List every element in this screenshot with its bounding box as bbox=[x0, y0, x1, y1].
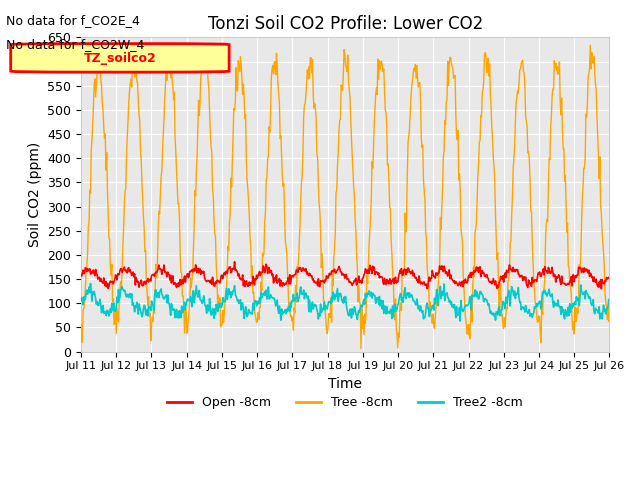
FancyBboxPatch shape bbox=[11, 44, 229, 72]
Text: No data for f_CO2W_4: No data for f_CO2W_4 bbox=[6, 38, 145, 51]
Legend: Open -8cm, Tree -8cm, Tree2 -8cm: Open -8cm, Tree -8cm, Tree2 -8cm bbox=[163, 391, 528, 414]
Text: No data for f_CO2E_4: No data for f_CO2E_4 bbox=[6, 14, 140, 27]
X-axis label: Time: Time bbox=[328, 377, 362, 391]
Text: TZ_soilco2: TZ_soilco2 bbox=[84, 52, 157, 65]
Y-axis label: Soil CO2 (ppm): Soil CO2 (ppm) bbox=[28, 142, 42, 247]
Title: Tonzi Soil CO2 Profile: Lower CO2: Tonzi Soil CO2 Profile: Lower CO2 bbox=[207, 15, 483, 33]
